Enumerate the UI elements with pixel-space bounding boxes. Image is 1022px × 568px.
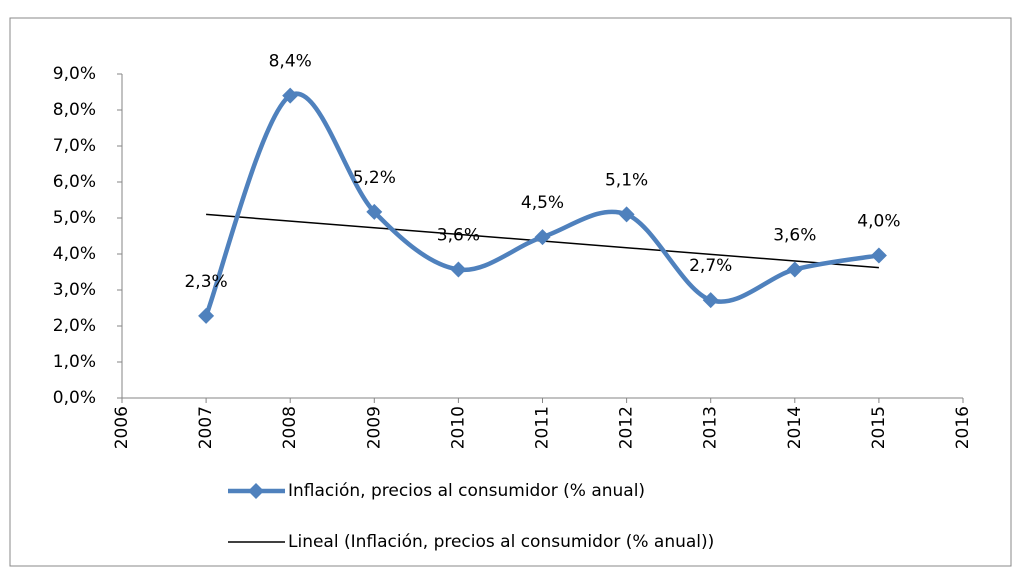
x-tick-label: 2014 [785,406,805,449]
y-tick-label: 0,0% [53,388,96,408]
x-tick-label: 2010 [448,406,468,449]
y-tick-label: 2,0% [53,316,96,336]
data-label: 5,2% [353,168,396,188]
x-tick-label: 2008 [280,406,300,449]
x-tick-label: 2006 [112,406,132,449]
marker [870,247,887,264]
legend-marker [248,483,264,499]
y-tick-label: 9,0% [53,64,96,84]
x-tick-label: 2009 [364,406,384,449]
marker [282,87,299,104]
y-tick-label: 1,0% [53,352,96,372]
y-tick-label: 7,0% [53,136,96,156]
marker [786,261,803,278]
marker [702,292,719,309]
data-label: 5,1% [605,170,648,190]
x-tick-label: 2013 [701,406,721,449]
data-label: 2,7% [689,256,732,276]
marker [366,203,383,220]
x-tick-label: 2015 [869,406,889,449]
marker [450,261,467,278]
legend-label: Lineal (Inflación, precios al consumidor… [288,532,714,552]
chart-border [9,17,1012,567]
legend-label: Inflación, precios al consumidor (% anua… [288,481,645,501]
data-label: 2,3% [184,272,227,292]
x-tick-label: 2011 [533,406,553,449]
data-label: 4,0% [857,211,900,231]
marker [198,307,215,324]
data-label: 4,5% [521,193,564,213]
data-label: 3,6% [437,225,480,245]
data-label: 3,6% [773,225,816,245]
y-tick-label: 3,0% [53,280,96,300]
marker [534,229,551,246]
marker [618,206,635,223]
y-tick-label: 6,0% [53,172,96,192]
data-label: 8,4% [269,52,312,72]
x-tick-label: 2016 [953,406,973,449]
y-tick-label: 4,0% [53,244,96,264]
y-tick-label: 8,0% [53,100,96,120]
x-tick-label: 2012 [617,406,637,449]
y-tick-label: 5,0% [53,208,96,228]
x-tick-label: 2007 [196,406,216,449]
